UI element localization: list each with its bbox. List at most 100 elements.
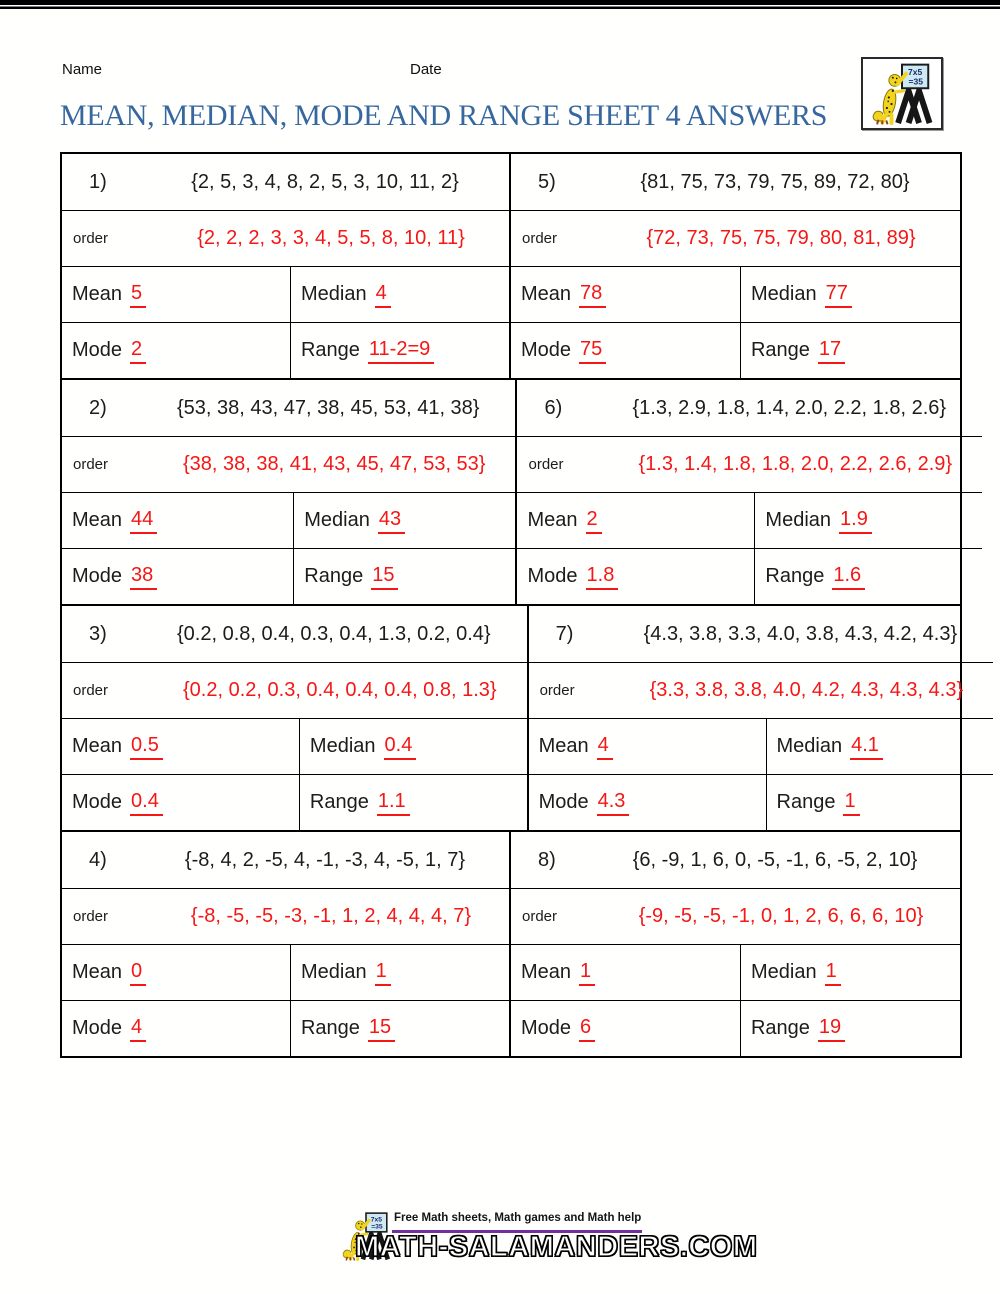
range-value: 1.6	[832, 564, 866, 590]
table-row: 1) {2, 5, 3, 4, 8, 2, 5, 3, 10, 11, 2} o…	[62, 154, 960, 378]
mode-label: Mode	[521, 1017, 572, 1039]
problem-number: 4)	[89, 848, 107, 871]
mean-value: 5	[130, 282, 147, 308]
range-cell: Range 15	[293, 549, 515, 604]
mean-median-row: Mean 2 Median 1.9	[517, 492, 983, 548]
mean-label: Mean	[521, 283, 572, 305]
mode-range-row: Mode 4.3 Range 1	[528, 774, 994, 830]
order-label: order	[73, 908, 109, 925]
range-value: 1.1	[376, 790, 410, 816]
mode-value: 4	[130, 1016, 147, 1042]
problem-block-2: 2) {53, 38, 43, 47, 38, 45, 53, 41, 38} …	[62, 380, 518, 604]
mean-cell: Mean 78	[511, 267, 740, 322]
range-cell: Range 11-2=9	[289, 323, 509, 378]
date-label: Date	[410, 61, 442, 78]
ordered-set: {-8, -5, -5, -3, -1, 1, 2, 4, 4, 4, 7}	[190, 905, 472, 927]
mode-label: Mode	[72, 339, 123, 361]
problem-number: 6)	[544, 396, 563, 419]
range-value: 15	[371, 564, 399, 590]
order-label: order	[73, 682, 109, 699]
order-row: order {1.3, 1.4, 1.8, 1.8, 2.0, 2.2, 2.6…	[517, 436, 983, 492]
problem-number: 8)	[538, 848, 556, 871]
range-value: 19	[817, 1016, 846, 1042]
range-value: 17	[817, 338, 846, 364]
median-label: Median	[750, 283, 817, 305]
ordered-set: {72, 73, 75, 75, 79, 80, 81, 89}	[646, 227, 916, 249]
data-set: {1.3, 2.9, 1.8, 1.4, 2.0, 2.2, 1.8, 2.6}	[632, 396, 947, 419]
median-label: Median	[750, 961, 817, 983]
mean-value: 2	[585, 508, 602, 534]
order-label: order	[73, 456, 109, 473]
data-set: {53, 38, 43, 47, 38, 45, 53, 41, 38}	[177, 396, 480, 419]
median-value: 1.9	[839, 508, 872, 534]
mean-cell: Mean 44	[62, 493, 293, 548]
data-set: {4.3, 3.8, 3.3, 4.0, 3.8, 4.3, 4.2, 4.3}	[643, 622, 958, 645]
median-cell: Median 4.1	[765, 719, 994, 774]
problem-number: 3)	[89, 622, 107, 645]
mode-label: Mode	[72, 791, 123, 813]
median-label: Median	[776, 735, 843, 757]
mode-label: Mode	[72, 1017, 123, 1039]
order-label: order	[522, 908, 558, 925]
mean-median-row: Mean 0.5 Median 0.4	[62, 718, 527, 774]
order-label: order	[73, 230, 109, 247]
answers-table: 1) {2, 5, 3, 4, 8, 2, 5, 3, 10, 11, 2} o…	[60, 152, 994, 1058]
median-value: 1	[824, 960, 841, 986]
mode-value: 38	[130, 564, 158, 590]
range-cell: Range 1.1	[298, 775, 527, 830]
range-cell: Range 1.6	[754, 549, 982, 604]
mean-value: 44	[130, 508, 158, 534]
ordered-set: {2, 2, 2, 3, 3, 4, 5, 5, 8, 10, 11}	[197, 227, 465, 249]
mean-label: Mean	[538, 735, 589, 757]
data-set: {2, 5, 3, 4, 8, 2, 5, 3, 10, 11, 2}	[191, 170, 459, 193]
order-row: order {-8, -5, -5, -3, -1, 1, 2, 4, 4, 4…	[62, 888, 509, 944]
problem-block-3: 3) {0.2, 0.8, 0.4, 0.3, 0.4, 1.3, 0.2, 0…	[62, 606, 529, 830]
footer-wordmark: MATH-SALAMANDERS.COM	[354, 1230, 758, 1263]
problem-number: 1)	[89, 170, 107, 193]
range-label: Range	[300, 339, 360, 361]
top-divider-rule	[0, 0, 1000, 9]
median-label: Median	[304, 509, 370, 531]
median-cell: Median 0.4	[298, 719, 527, 774]
range-cell: Range 15	[289, 1001, 509, 1056]
mode-cell: Mode 75	[511, 323, 740, 378]
range-cell: Range 17	[739, 323, 960, 378]
table-row: 2) {53, 38, 43, 47, 38, 45, 53, 41, 38} …	[62, 378, 983, 604]
problem-block-7: 7) {4.3, 3.8, 3.3, 4.0, 3.8, 4.3, 4.2, 4…	[528, 606, 994, 830]
problem-block-6: 6) {1.3, 2.9, 1.8, 1.4, 2.0, 2.2, 1.8, 2…	[517, 380, 983, 604]
median-cell: Median 77	[739, 267, 960, 322]
mode-label: Mode	[72, 565, 123, 587]
order-row: order {3.3, 3.8, 3.8, 4.0, 4.2, 4.3, 4.3…	[528, 662, 994, 718]
median-label: Median	[309, 735, 376, 757]
mean-label: Mean	[72, 509, 123, 531]
mode-range-row: Mode 75 Range 17	[511, 322, 960, 378]
table-row: 3) {0.2, 0.8, 0.4, 0.3, 0.4, 1.3, 0.2, 0…	[62, 604, 994, 830]
median-label: Median	[765, 509, 832, 531]
footer-tagline: Free Math sheets, Math games and Math he…	[394, 1212, 642, 1224]
data-set-row: 6) {1.3, 2.9, 1.8, 1.4, 2.0, 2.2, 1.8, 2…	[517, 380, 982, 436]
mean-label: Mean	[72, 735, 123, 757]
mean-cell: Mean 5	[62, 267, 290, 322]
mode-cell: Mode 2	[62, 323, 290, 378]
ordered-set: {-9, -5, -5, -1, 0, 1, 2, 6, 6, 6, 10}	[638, 905, 924, 927]
mean-median-row: Mean 4 Median 4.1	[528, 718, 994, 774]
mode-range-row: Mode 1.8 Range 1.6	[517, 548, 983, 604]
footer: Free Math sheets, Math games and Math he…	[0, 1206, 1000, 1276]
range-value: 15	[367, 1016, 396, 1042]
median-cell: Median 1.9	[754, 493, 982, 548]
order-row: order {38, 38, 38, 41, 43, 45, 47, 53, 5…	[62, 436, 516, 492]
mean-value: 0.5	[130, 734, 163, 760]
data-set: {-8, 4, 2, -5, 4, -1, -3, 4, -5, 1, 7}	[184, 848, 466, 871]
ordered-set: {38, 38, 38, 41, 43, 45, 47, 53, 53}	[183, 453, 486, 475]
range-value: 11-2=9	[367, 338, 435, 364]
mode-range-row: Mode 4 Range 15	[62, 1000, 509, 1056]
mode-cell: Mode 0.4	[62, 775, 299, 830]
order-row: order {0.2, 0.2, 0.3, 0.4, 0.4, 0.4, 0.8…	[62, 662, 527, 718]
mean-median-row: Mean 1 Median 1	[511, 944, 960, 1000]
mode-cell: Mode 6	[511, 1001, 740, 1056]
order-label: order	[528, 456, 564, 473]
data-set-row: 5) {81, 75, 73, 79, 75, 89, 72, 80}	[511, 154, 960, 210]
mean-median-row: Mean 5 Median 4	[62, 266, 509, 322]
mode-label: Mode	[521, 339, 572, 361]
mean-median-row: Mean 78 Median 77	[511, 266, 960, 322]
